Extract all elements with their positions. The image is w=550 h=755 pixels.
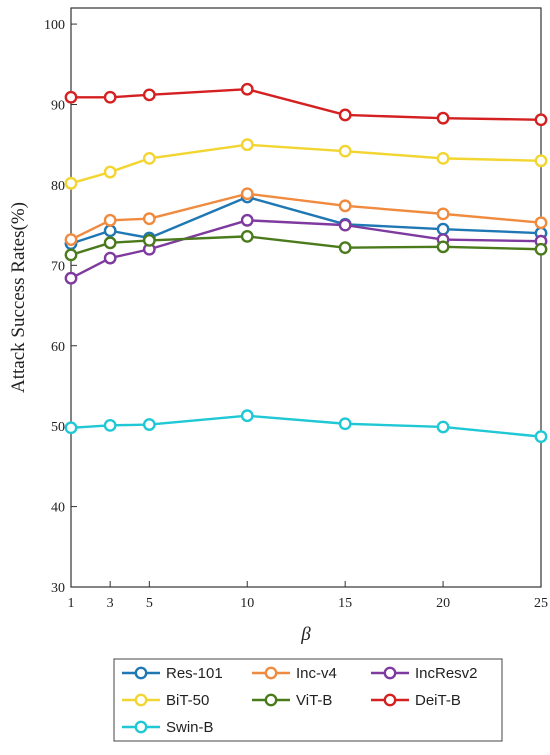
x-tick-label: 5: [146, 596, 153, 611]
series-inc-v4: [64, 187, 548, 247]
legend-marker: [383, 693, 397, 707]
legend-label: Res-101: [166, 665, 223, 682]
data-point: [64, 248, 78, 262]
legend-marker: [134, 693, 148, 707]
legend-label: Inc-v4: [296, 665, 337, 682]
legend-item: ViT-B: [252, 692, 332, 709]
legend-item: Res-101: [122, 665, 223, 682]
data-point: [64, 271, 78, 285]
series-line: [70, 192, 542, 241]
legend-item: BiT-50: [122, 692, 209, 709]
data-point: [338, 241, 352, 255]
legend: Res-101 Inc-v4 IncResv2 BiT-50 ViT-B DeiT-B Sw…: [113, 658, 503, 742]
y-tick-label: 30: [51, 581, 65, 596]
y-tick-label: 40: [51, 501, 65, 516]
series-incresv2: [64, 213, 548, 285]
series-vit-b: [64, 229, 548, 262]
legend-item: Swin-B: [122, 719, 214, 736]
data-point: [240, 82, 254, 96]
data-point: [103, 251, 117, 265]
data-point: [534, 113, 548, 127]
data-point: [240, 229, 254, 243]
data-point: [338, 108, 352, 122]
legend-item: Inc-v4: [252, 665, 337, 682]
data-point: [103, 213, 117, 227]
x-tick-label: 15: [338, 596, 352, 611]
series-deit-b: [64, 82, 548, 127]
data-point: [142, 212, 156, 226]
data-point: [64, 176, 78, 190]
series-line: [70, 195, 542, 245]
y-tick-label: 100: [44, 18, 65, 33]
data-point: [338, 199, 352, 213]
data-point: [436, 151, 450, 165]
x-tick-label: 20: [436, 596, 450, 611]
legend-marker: [134, 666, 148, 680]
series-bit-50: [64, 138, 548, 190]
y-tick-label: 70: [51, 259, 65, 274]
data-point: [240, 409, 254, 423]
data-point: [64, 421, 78, 435]
data-point: [142, 151, 156, 165]
data-point: [103, 418, 117, 432]
data-point: [103, 165, 117, 179]
legend-label: Swin-B: [166, 719, 214, 736]
data-point: [240, 138, 254, 152]
data-point: [240, 187, 254, 201]
legend-item: DeiT-B: [371, 692, 461, 709]
legend-item: IncResv2: [371, 665, 478, 682]
data-point: [534, 242, 548, 256]
data-point: [534, 430, 548, 444]
y-axis-label: Attack Success Rates(%): [8, 202, 29, 393]
series-line: [71, 88, 542, 121]
data-point: [64, 233, 78, 247]
legend-label: BiT-50: [166, 692, 209, 709]
legend-marker: [264, 693, 278, 707]
y-tick-label: 80: [51, 179, 65, 194]
legend-marker: [134, 720, 148, 734]
plot-frame: [70, 7, 542, 588]
series-line: [70, 414, 542, 438]
series-swin-b: [64, 409, 548, 444]
legend-marker: [383, 666, 397, 680]
data-point: [534, 154, 548, 168]
axis-ticks: 30 40 50 60 70 80 90 100 1 3 5 10 15 20 25: [44, 18, 548, 611]
data-point: [338, 144, 352, 158]
series-line: [70, 219, 542, 280]
data-point: [436, 111, 450, 125]
x-tick-label: 10: [240, 596, 254, 611]
series-lines: [64, 82, 548, 444]
legend-label: DeiT-B: [415, 692, 461, 709]
legend-label: IncResv2: [415, 665, 478, 682]
data-point: [338, 218, 352, 232]
data-point: [338, 417, 352, 431]
data-point: [436, 222, 450, 236]
data-point: [142, 418, 156, 431]
data-point: [103, 90, 117, 104]
data-point: [142, 234, 156, 247]
y-tick-label: 60: [51, 340, 65, 355]
data-point: [142, 88, 156, 102]
data-point: [103, 236, 117, 250]
legend-box: [113, 658, 503, 742]
y-tick-label: 90: [51, 99, 65, 114]
x-axis-label: β: [300, 624, 311, 645]
data-point: [64, 90, 78, 104]
legend-marker: [264, 666, 278, 680]
data-point: [436, 420, 450, 434]
y-tick-label: 50: [51, 420, 65, 435]
data-point: [436, 207, 450, 221]
data-point: [436, 240, 450, 254]
legend-label: ViT-B: [296, 692, 332, 709]
x-tick-label: 3: [107, 596, 114, 611]
series-line: [70, 143, 542, 185]
data-point: [103, 224, 117, 238]
x-tick-label: 1: [68, 596, 75, 611]
x-tick-label: 25: [534, 596, 548, 611]
data-point: [240, 213, 254, 227]
data-point: [534, 216, 548, 230]
